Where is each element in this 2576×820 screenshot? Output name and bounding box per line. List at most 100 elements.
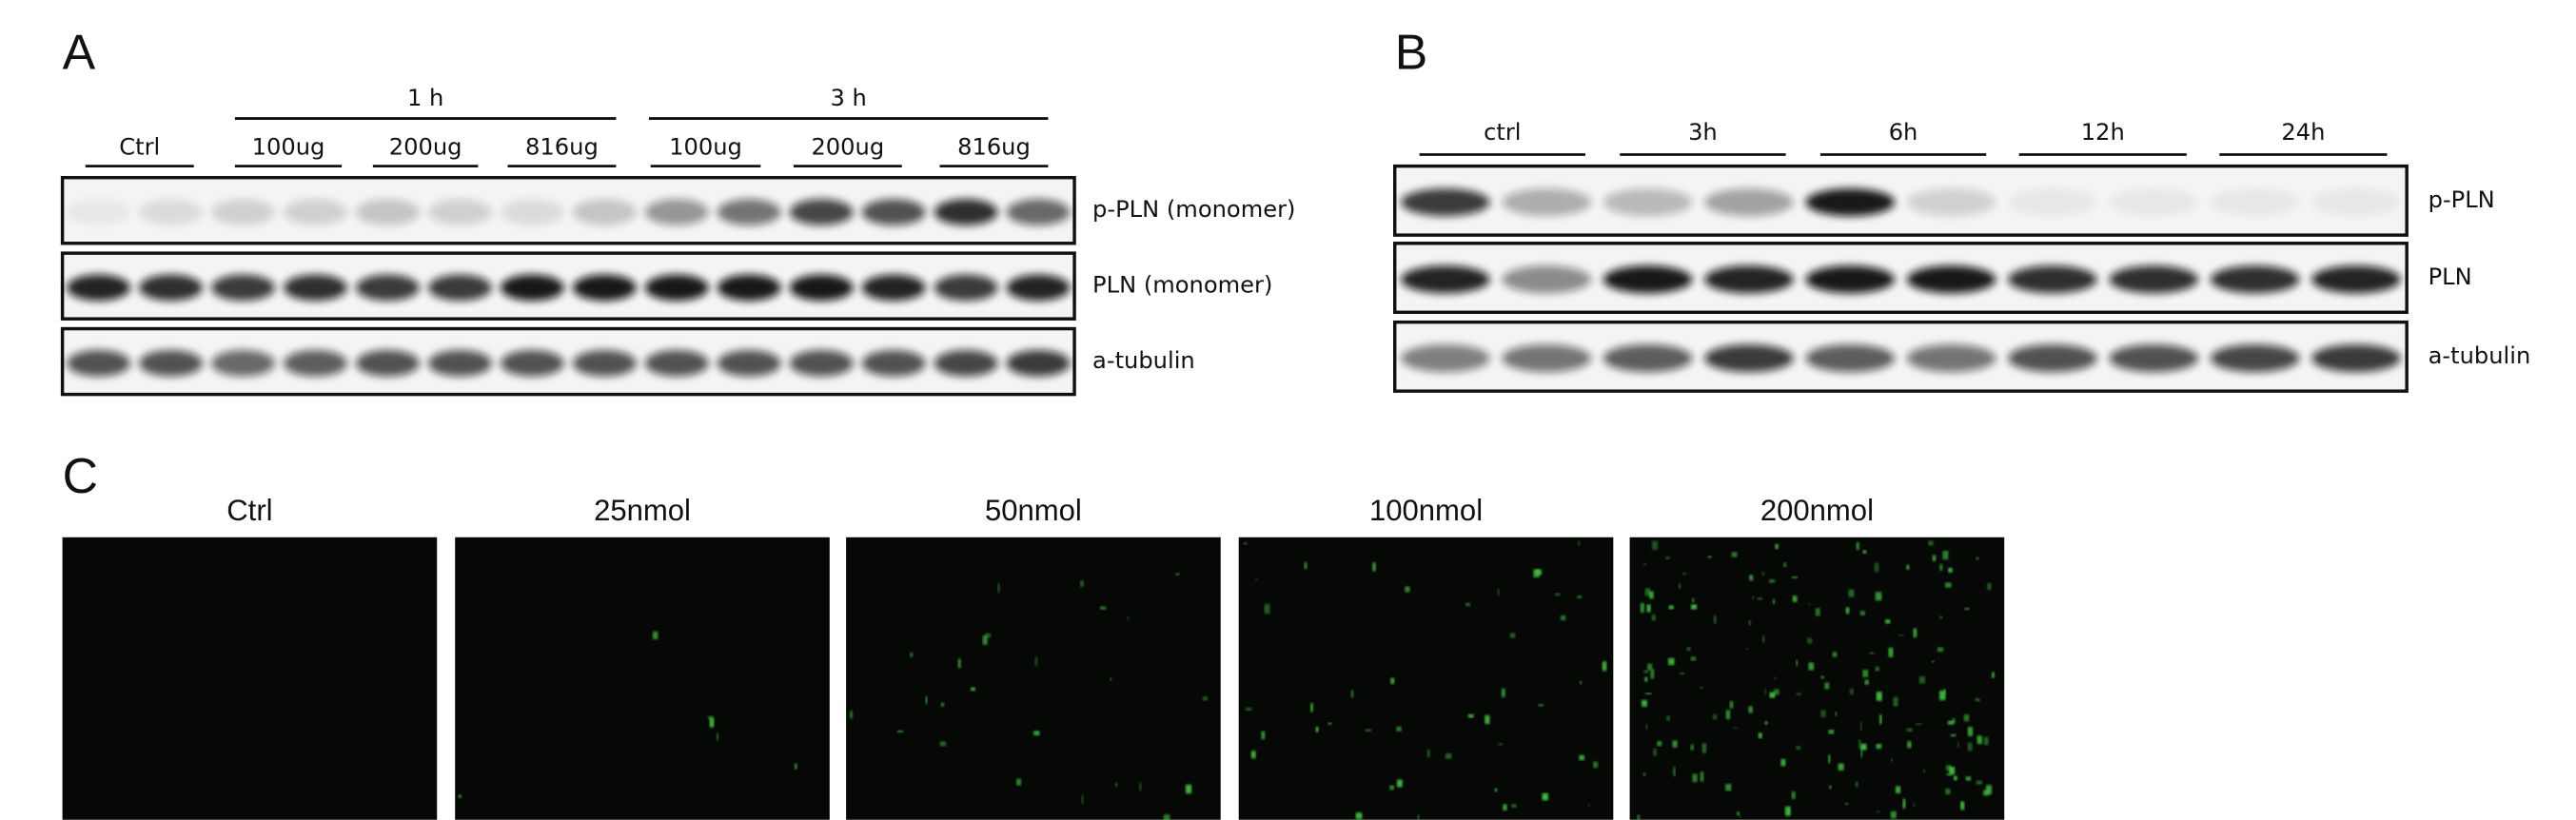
band: [644, 199, 709, 225]
band: [1805, 265, 1896, 294]
fluorescence: [1396, 726, 1402, 732]
band: [1906, 188, 1996, 217]
image-title: 25nmol: [594, 494, 691, 527]
band: [1603, 188, 1693, 217]
fluorescence: [1535, 569, 1543, 576]
micrograph: [62, 537, 438, 820]
band: [284, 274, 347, 302]
fluorescence: [1681, 573, 1686, 576]
band-label: p-PLN (monomer): [1092, 196, 1295, 223]
fluorescence: [1691, 597, 1695, 603]
fluorescence: [1016, 778, 1022, 786]
fluorescence: [1976, 735, 1983, 745]
fluorescence: [1542, 792, 1548, 801]
fluorescence: [1691, 604, 1698, 610]
fluorescence: [1860, 749, 1863, 758]
fluorescence: [1701, 743, 1707, 753]
band: [934, 349, 998, 377]
fluorescence: [1806, 637, 1813, 644]
fluorescence: [1907, 741, 1912, 749]
fluorescence: [1692, 773, 1698, 783]
fluorescence: [1579, 680, 1583, 685]
fluorescence: [1876, 692, 1882, 701]
fluorescence: [1561, 615, 1566, 621]
lane-label: 100ug: [252, 134, 325, 161]
band: [67, 274, 131, 302]
fluorescence: [971, 687, 975, 692]
fluorescence: [1679, 583, 1681, 589]
fluorescence: [1906, 564, 1910, 570]
fluorescence: [1665, 556, 1670, 559]
band: [1704, 188, 1794, 217]
fluorescence: [1243, 542, 1248, 545]
fluorescence: [1844, 803, 1849, 806]
fluorescence: [1784, 806, 1791, 816]
fluorescence: [1902, 798, 1906, 809]
fluorescence: [1503, 804, 1507, 811]
lane-label: 816ug: [957, 134, 1031, 161]
fluorescence: [1849, 688, 1855, 695]
lane-label: ctrl: [1484, 119, 1521, 146]
fluorescence: [1808, 662, 1815, 671]
fluorescence: [1644, 588, 1651, 596]
band: [427, 274, 492, 302]
fluorescence: [1310, 703, 1313, 713]
micrograph: [1629, 537, 2005, 820]
band: [2210, 188, 2300, 217]
fluorescence: [1579, 754, 1585, 761]
fluorescence: [1139, 782, 1142, 791]
fluorescence: [1869, 652, 1875, 654]
fluorescence: [1725, 783, 1732, 791]
fluorescence: [1982, 790, 1989, 796]
fluorescence: [1939, 615, 1943, 619]
fluorescence: [1859, 721, 1862, 732]
band: [717, 199, 781, 225]
fluorescence: [1983, 736, 1989, 746]
fluorescence: [1690, 656, 1697, 661]
fluorescence: [1965, 776, 1972, 781]
fluorescence: [1938, 690, 1946, 701]
fluorescence: [1417, 814, 1420, 820]
fluorescence: [1913, 803, 1916, 808]
fluorescence: [1666, 715, 1670, 721]
fluorescence: [1748, 706, 1753, 713]
image-title: 50nmol: [985, 494, 1082, 527]
fluorescence: [1967, 727, 1974, 736]
fluorescence: [1939, 563, 1943, 571]
fluorescence: [1792, 595, 1798, 602]
fluorescence: [1555, 593, 1561, 596]
fluorescence: [1918, 676, 1926, 684]
fluorescence: [1637, 814, 1641, 820]
fluorescence: [1640, 602, 1644, 613]
fluorescence: [1769, 579, 1776, 583]
fluorescence: [985, 633, 992, 638]
band-label: a-tubulin: [2429, 342, 2531, 369]
fluorescence: [1937, 647, 1944, 653]
fluorescence: [1976, 780, 1983, 785]
fluorescence: [1355, 812, 1363, 820]
fluorescence: [1963, 713, 1970, 722]
fluorescence: [1390, 677, 1395, 685]
fluorescence: [1946, 772, 1952, 776]
band: [572, 349, 637, 377]
band: [1906, 344, 1996, 373]
band: [500, 199, 564, 225]
band: [789, 274, 854, 302]
fluorescence: [1501, 688, 1505, 697]
fluorescence: [1931, 660, 1935, 663]
band: [1006, 349, 1071, 377]
fluorescence: [1761, 635, 1765, 643]
fluorescence: [1511, 804, 1517, 808]
fluorescence: [1445, 752, 1452, 759]
fluorescence: [1686, 647, 1691, 652]
fluorescence: [1775, 543, 1780, 550]
fluorescence: [1960, 801, 1965, 810]
band: [1603, 344, 1693, 373]
fluorescence: [896, 730, 904, 732]
fluorescence: [1945, 788, 1951, 795]
band: [1006, 199, 1071, 225]
fluorescence: [652, 631, 659, 640]
band: [2311, 188, 2401, 217]
fluorescence: [1713, 615, 1717, 624]
fluorescence: [1860, 743, 1867, 751]
